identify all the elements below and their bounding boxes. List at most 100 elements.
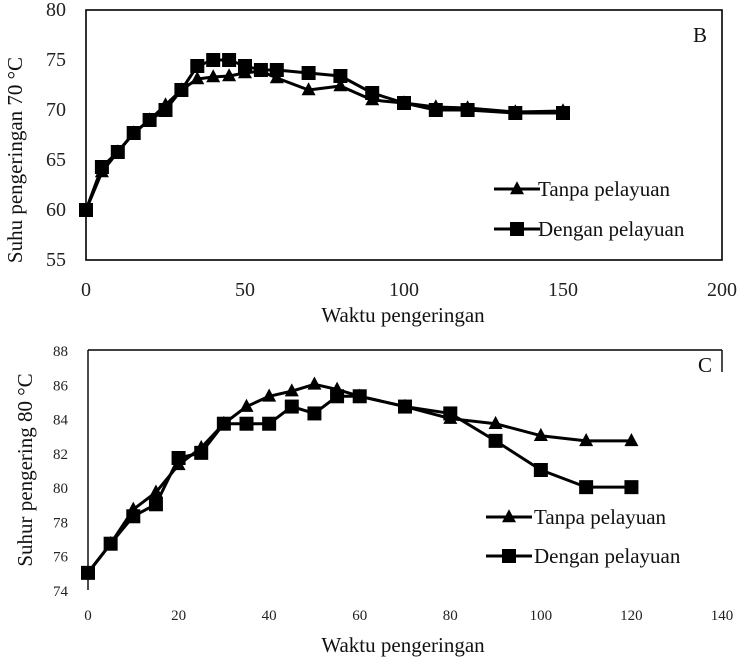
chart-panel-b: 0 50 100 150 200 55 60 65 70 75 80 Waktu pengeringa…	[3, 0, 737, 327]
legend-label: Dengan pelayuan	[534, 544, 681, 568]
series-line-dengan-pelayuan	[84, 58, 563, 211]
data-point	[238, 59, 252, 73]
data-point	[216, 416, 231, 431]
data-point	[262, 388, 277, 402]
data-point	[508, 106, 523, 120]
data-point	[579, 480, 594, 495]
data-point	[624, 480, 639, 495]
data-point	[333, 69, 348, 83]
data-point	[171, 451, 186, 465]
data-point	[301, 82, 316, 96]
data-point	[79, 203, 93, 217]
y-tick-label: 76	[53, 550, 69, 566]
data-point	[158, 103, 173, 117]
legend-marker	[502, 549, 516, 563]
data-point	[533, 427, 548, 442]
data-point	[110, 145, 125, 159]
legend-label: Tanpa pelayuan	[538, 177, 671, 201]
y-tick-label: 80	[46, 0, 66, 21]
y-tick-label: 82	[53, 447, 68, 463]
x-tick-label: 80	[443, 608, 458, 624]
data-point	[398, 399, 412, 414]
panel-label: C	[698, 353, 712, 377]
legend-marker	[502, 509, 516, 523]
y-axis-title: Suhu pengeringan 70 °C	[3, 57, 27, 263]
y-tick-label: 74	[53, 584, 69, 600]
x-tick-label: 60	[352, 608, 367, 624]
x-tick-label: 20	[171, 608, 186, 624]
data-point	[488, 415, 503, 430]
data-point	[284, 383, 299, 397]
data-point	[579, 433, 594, 447]
data-point	[206, 53, 221, 67]
data-point	[222, 53, 237, 67]
legend-marker	[510, 222, 524, 236]
data-point	[126, 126, 141, 140]
x-tick-label: 40	[262, 608, 277, 624]
y-tick-label: 60	[46, 199, 66, 221]
data-point	[142, 113, 157, 127]
y-tick-label: 88	[53, 344, 68, 360]
x-axis-title: Waktu pengeringan	[321, 303, 485, 327]
data-point	[81, 565, 95, 580]
y-tick-label: 84	[53, 413, 69, 429]
data-point	[262, 416, 277, 431]
data-point	[239, 416, 254, 431]
data-point	[307, 406, 322, 421]
y-tick-label: 55	[46, 249, 66, 271]
x-tick-label: 50	[235, 279, 255, 301]
data-point	[330, 389, 345, 404]
x-tick-label: 100	[389, 279, 419, 301]
x-axis-title: Waktu pengeringan	[321, 633, 485, 657]
y-axis-title: Suhur pengering 80 °C	[13, 373, 37, 566]
data-point	[190, 59, 205, 73]
data-point	[333, 78, 348, 92]
data-point	[148, 497, 163, 512]
data-point	[103, 536, 118, 551]
x-tick-label: 0	[81, 279, 91, 301]
data-point	[352, 389, 367, 404]
legend-label: Dengan pelayuan	[538, 217, 685, 241]
data-point	[284, 399, 299, 414]
y-tick-label: 80	[53, 481, 68, 497]
data-point	[253, 63, 268, 77]
data-point	[556, 106, 570, 120]
data-point	[397, 96, 411, 110]
data-point	[624, 433, 639, 447]
x-tick-label: 140	[711, 608, 734, 624]
data-point	[307, 376, 322, 390]
y-tick-label: 65	[46, 149, 66, 171]
y-tick-label: 78	[53, 515, 68, 531]
data-point	[488, 433, 503, 448]
x-tick-label: 100	[530, 608, 553, 624]
y-tick-label: 75	[46, 49, 66, 71]
legend-label: Tanpa pelayuan	[534, 505, 667, 529]
data-point	[460, 103, 475, 117]
data-point	[443, 406, 458, 421]
y-tick-label: 70	[46, 99, 66, 121]
y-tick-label: 86	[53, 378, 69, 394]
data-point	[365, 86, 380, 100]
data-point	[428, 103, 443, 117]
x-tick-label: 150	[548, 279, 578, 301]
x-tick-label: 200	[707, 279, 737, 301]
data-point	[533, 463, 548, 477]
series-line-tanpa-pelayuan	[84, 69, 564, 211]
data-point	[269, 63, 284, 77]
data-point	[222, 68, 237, 82]
legend-marker	[510, 181, 524, 195]
data-point	[206, 69, 221, 83]
panel-label: B	[693, 23, 707, 47]
data-point	[301, 66, 316, 80]
data-point	[126, 509, 141, 524]
data-point	[239, 398, 254, 412]
data-point	[174, 83, 189, 97]
plot-frame	[85, 9, 723, 261]
data-point	[94, 160, 109, 174]
chart-panel-c: 0 20 40 60 80 100 120 140 74 76 78 80 82 84 86 88 Waktu …	[13, 344, 733, 657]
x-tick-label: 0	[84, 608, 92, 624]
x-tick-label: 120	[620, 608, 643, 624]
data-point	[190, 71, 205, 85]
data-point	[194, 445, 209, 460]
